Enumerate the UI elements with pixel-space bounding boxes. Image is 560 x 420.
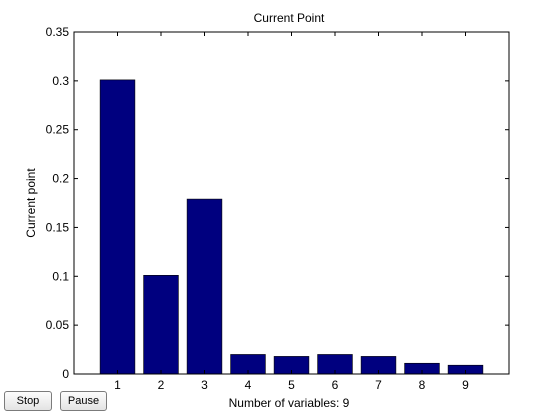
x-tick-label: 2 xyxy=(158,378,165,392)
y-tick-label: 0.35 xyxy=(46,25,70,39)
chart-title: Current Point xyxy=(254,11,325,25)
x-tick-label: 3 xyxy=(201,378,208,392)
bar-3 xyxy=(186,198,223,375)
y-tick-label: 0.3 xyxy=(52,74,69,88)
y-tick-label: 0.2 xyxy=(52,172,69,186)
y-tick-label: 0.15 xyxy=(46,220,70,234)
bar-1 xyxy=(99,79,136,375)
y-tick-label: 0.25 xyxy=(46,123,70,137)
pause-button[interactable]: Pause xyxy=(60,391,107,411)
bar-2 xyxy=(143,275,179,375)
stop-button[interactable]: Stop xyxy=(4,391,52,411)
x-tick-label: 9 xyxy=(462,378,469,392)
x-tick-label: 1 xyxy=(114,378,121,392)
plot-area xyxy=(74,32,509,374)
x-tick-label: 5 xyxy=(288,378,295,392)
x-tick-label: 6 xyxy=(332,378,339,392)
x-tick-label: 8 xyxy=(419,378,426,392)
x-tick-label: 7 xyxy=(375,378,382,392)
x-tick-label: 4 xyxy=(245,378,252,392)
y-tick-label: 0 xyxy=(62,367,69,381)
y-axis-label: Current point xyxy=(24,168,38,238)
y-tick-label: 0.1 xyxy=(52,269,69,283)
y-tick-label: 0.05 xyxy=(46,318,70,332)
x-axis-label: Number of variables: 9 xyxy=(229,396,350,410)
